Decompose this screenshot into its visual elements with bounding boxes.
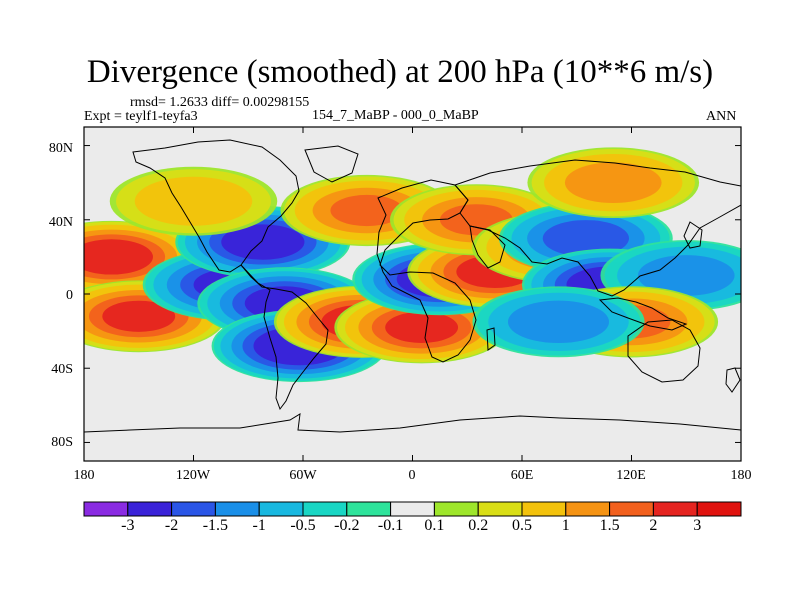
colorbar-swatch — [477, 501, 523, 517]
lon-label-0: 0 — [408, 468, 416, 483]
colorbar-label: 0.2 — [468, 517, 489, 534]
field-feature — [527, 147, 700, 218]
colorbar-swatch — [390, 501, 435, 517]
coastlines — [84, 139, 741, 433]
lon-label-60w: 60W — [289, 468, 317, 483]
lon-label-120w: 120W — [175, 468, 211, 483]
field-feature — [600, 240, 741, 311]
colorbar-swatch — [433, 501, 479, 517]
colorbar-swatch — [171, 501, 216, 517]
period-line: 154_7_MaBP - 000_0_MaBP — [312, 108, 479, 123]
lat-label-80n: 80N — [48, 141, 73, 156]
lat-label-80s: 80S — [51, 435, 73, 450]
colorbar-label: 0.5 — [512, 517, 532, 534]
colorbar-label: -0.5 — [290, 517, 316, 534]
colorbar-swatch — [521, 501, 567, 517]
colorbar-swatch — [302, 501, 348, 517]
colorbar-label: 1.5 — [599, 517, 620, 534]
field-feature — [109, 166, 278, 236]
colorbar-swatch — [127, 501, 173, 517]
colorbar-swatch — [565, 501, 611, 517]
stats-line: rmsd= 1.2633 diff= 0.00298155 — [130, 95, 310, 110]
colorbar-swatch — [83, 501, 129, 517]
colorbar-label: -3 — [121, 517, 135, 534]
colorbar-swatch — [696, 501, 742, 517]
plot-title: Divergence (smoothed) at 200 hPa (10**6 … — [86, 54, 714, 90]
axis-ticks — [83, 127, 742, 461]
colorbar-label: -0.2 — [334, 517, 360, 534]
lon-label-120e: 120E — [616, 468, 646, 483]
lat-label-40s: 40S — [51, 362, 73, 377]
lon-label-180w: 180 — [73, 468, 95, 483]
season-label: ANN — [706, 109, 737, 124]
colorbar-label: -2 — [164, 517, 179, 534]
colorbar-swatch — [258, 501, 304, 517]
divergence-field — [84, 127, 741, 461]
lon-label-60e: 60E — [510, 468, 534, 483]
colorbar-label: 3 — [693, 517, 702, 534]
lon-label-180e: 180 — [730, 468, 752, 483]
lat-label-40n: 40N — [48, 215, 73, 230]
expt-line: Expt = teylf1-teyfa3 — [84, 109, 198, 124]
colorbar-label: -1 — [252, 517, 266, 534]
colorbar-swatch — [652, 501, 698, 517]
colorbar-swatch — [609, 501, 654, 517]
colorbar-label: -1.5 — [202, 517, 229, 534]
colorbar-swatch — [346, 501, 392, 517]
lat-label-0: 0 — [66, 288, 73, 303]
field-feature — [472, 286, 645, 358]
colorbar-label: -0.1 — [377, 517, 404, 534]
colorbar-swatch — [214, 501, 260, 517]
colorbar-label: 0.1 — [424, 517, 445, 534]
colorbar-label: 2 — [649, 517, 658, 534]
colorbar-label: 1 — [561, 517, 570, 534]
